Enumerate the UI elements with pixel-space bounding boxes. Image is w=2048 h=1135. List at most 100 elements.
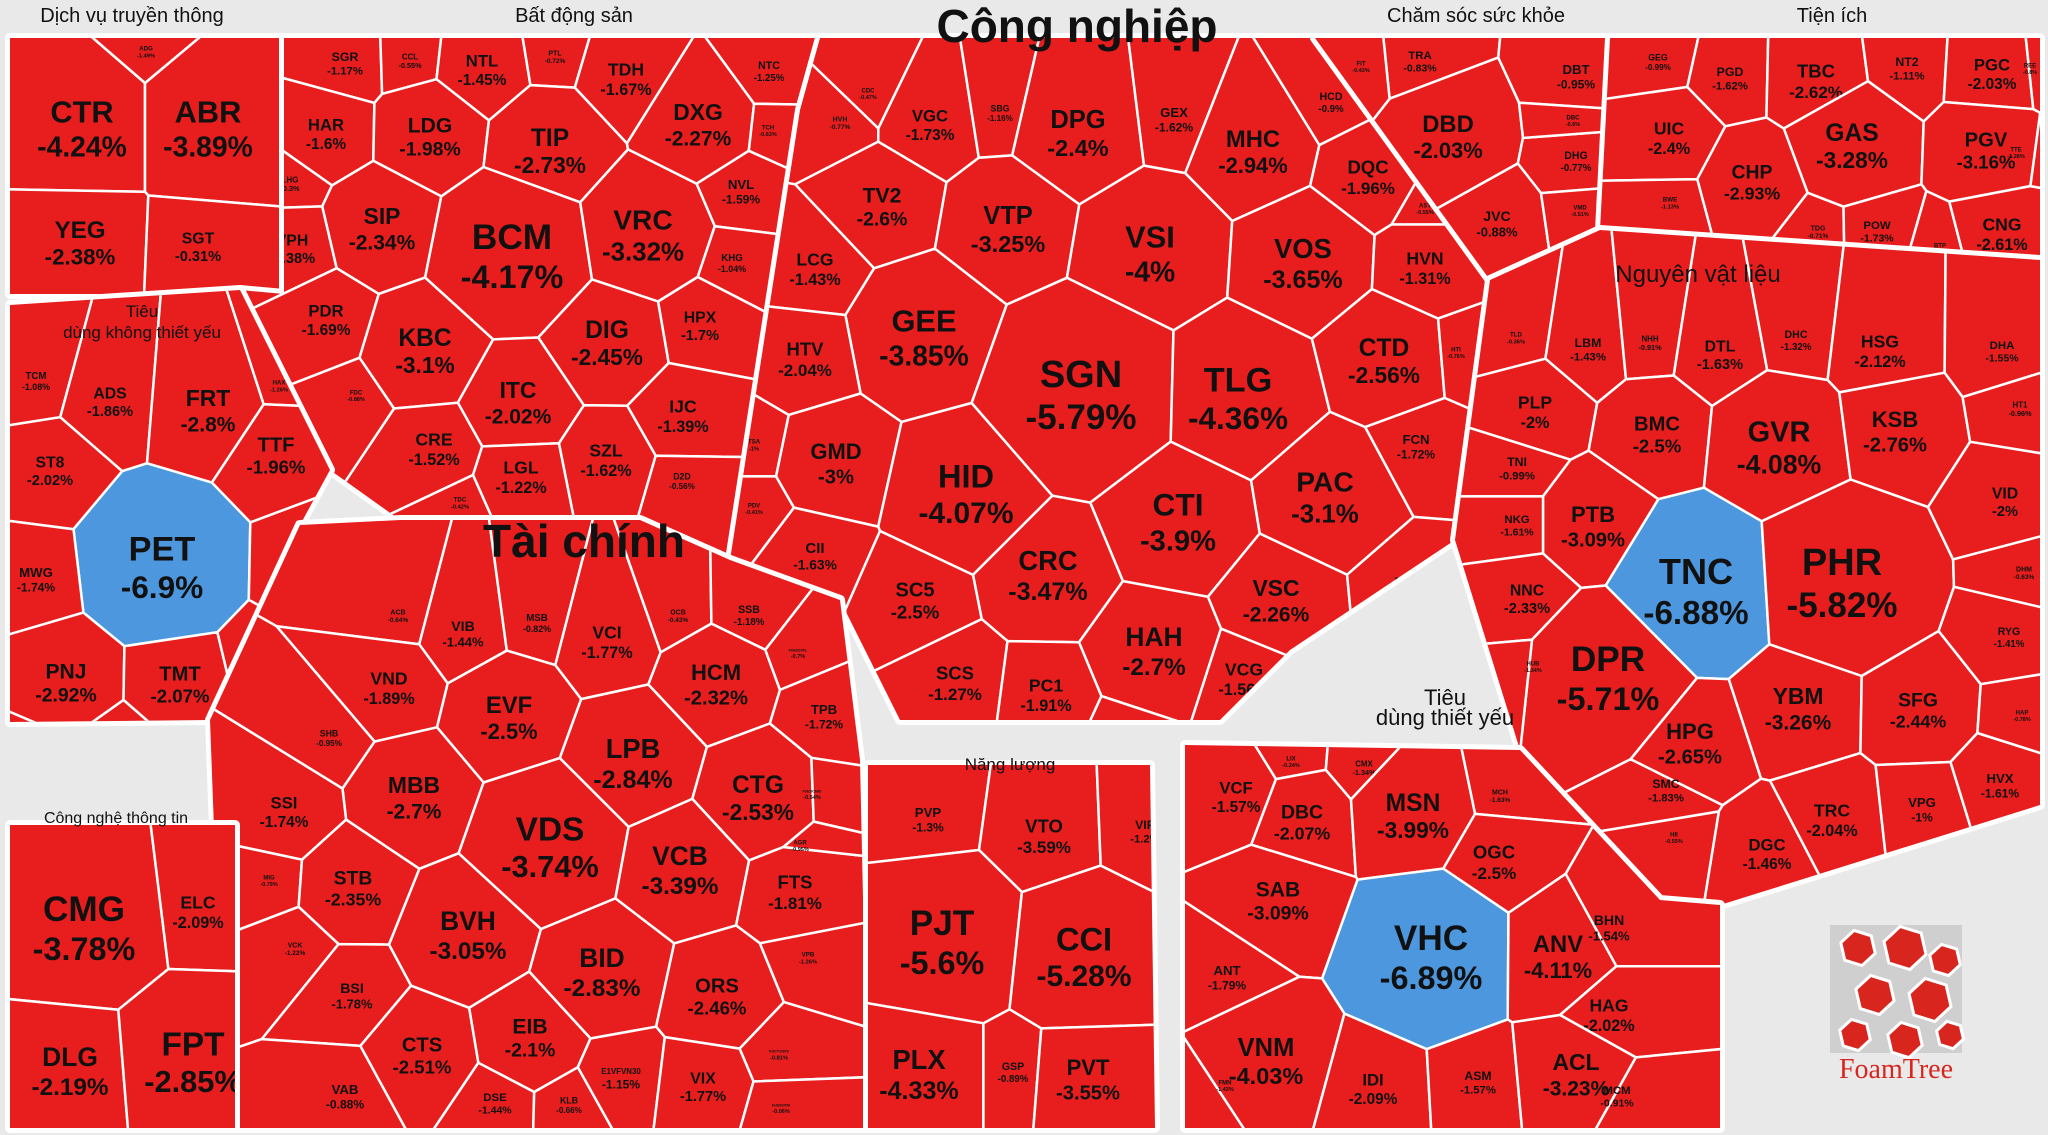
- cell-crc[interactable]: CRC-3.47%: [971, 494, 1125, 644]
- ticker-label: VIB: [451, 618, 475, 634]
- ticker-label: ORS: [695, 975, 739, 997]
- cell-dxg[interactable]: DXG-2.27%: [625, 33, 756, 185]
- cell-mwg[interactable]: MWG-1.74%: [5, 519, 85, 637]
- ticker-label: ADG: [139, 46, 153, 53]
- cell-ads[interactable]: ADS-1.86%: [58, 285, 163, 473]
- cell-dbc[interactable]: DBC-0.6%: [1517, 101, 1615, 140]
- cell-hhv[interactable]: HHV-0.8%: [1086, 694, 1191, 740]
- cell-drc[interactable]: DRC-1.9%: [84, 698, 156, 774]
- ticker-label: GSP: [1002, 1061, 1024, 1073]
- cell-hah[interactable]: HAH-2.7%: [1077, 579, 1223, 725]
- change-label: -2.84%: [593, 766, 673, 794]
- group-title: Tiêu: [1424, 685, 1466, 710]
- cell-tdh[interactable]: TDH-1.67%: [573, 33, 698, 145]
- cell-vos[interactable]: VOS-3.65%: [1225, 184, 1376, 340]
- cell-vhc[interactable]: VHC-6.89%: [1320, 867, 1510, 1051]
- cell-dlg[interactable]: DLG-2.19%: [5, 997, 130, 1133]
- cell-ybm[interactable]: YBM-3.26%: [1727, 643, 1863, 782]
- cell-vid[interactable]: VID-2%: [1926, 440, 2045, 561]
- cell-ldg[interactable]: LDG-1.98%: [372, 77, 491, 198]
- change-label: -0.66%: [556, 1106, 582, 1115]
- cell-shape: [1086, 694, 1191, 720]
- change-label: -1.74%: [260, 814, 309, 831]
- ticker-label: ASM: [1464, 1069, 1491, 1083]
- cell-ctg[interactable]: CTG-2.53%: [691, 722, 815, 862]
- cell-nt2[interactable]: NT2 -1.11%: [1860, 33, 1950, 123]
- cell-pnj[interactable]: PNJ-2.92%: [5, 611, 126, 727]
- cell-frt[interactable]: FRT-2.8%: [145, 285, 265, 484]
- cell-dpr[interactable]: DPR-5.71%: [1511, 584, 1699, 820]
- cell-vix[interactable]: VIX-1.77%: [651, 1035, 755, 1133]
- cell-fpt[interactable]: FPT-2.85%: [117, 967, 241, 1133]
- change-label: -2.02%: [27, 473, 73, 489]
- cell-nnc[interactable]: NNC-2.33%: [1450, 552, 1583, 649]
- cell-gvr[interactable]: GVR-4.08%: [1702, 368, 1852, 523]
- change-label: -1.49%: [137, 53, 155, 59]
- cell-sgt[interactable]: SGT-0.31%: [142, 194, 289, 300]
- group-6: TLD-0.36% LBM-1.43%NHH-0.91% DTL-1.63%DHC-…: [1450, 225, 2045, 910]
- cell-gee[interactable]: GEE-3.85%: [844, 247, 1008, 424]
- cell-fmn[interactable]: FMN-1.43%: [1180, 1031, 1248, 1133]
- cell-vtp[interactable]: VTP-3.25%: [933, 154, 1081, 306]
- cell-gdt[interactable]: GDT-0.51%: [5, 708, 50, 769]
- cell-pjt[interactable]: PJT-5.6%: [863, 848, 1024, 1025]
- cell-dgc[interactable]: DGC-1.46%: [1701, 777, 1839, 910]
- cell-tlg[interactable]: TLG-4.36%: [1169, 296, 1332, 482]
- cell-asm[interactable]: ASM -1.57%: [1425, 1018, 1524, 1133]
- cell-fuessv50[interactable]: FUESSV50-0.06%: [737, 1075, 873, 1133]
- cell-adg[interactable]: ADG-1.49%: [85, 33, 206, 85]
- cell-pvp[interactable]: PVP-1.3%: [863, 760, 993, 865]
- cell-vip[interactable]: VIP -1.2%: [1095, 760, 1161, 897]
- cell-cci[interactable]: CCI-5.28%: [1008, 864, 1161, 1030]
- cell-bcm[interactable]: BCM-4.17%: [423, 165, 594, 341]
- cell-kbc[interactable]: KBC-3.1%: [358, 276, 495, 410]
- cell-pgv[interactable]: PGV-3.16%: [1920, 100, 2040, 203]
- cell-cmg[interactable]: CMG-3.78%: [5, 820, 170, 1011]
- cell-klb[interactable]: KLB-0.66%: [531, 1066, 616, 1133]
- cell-cdc[interactable]: CDC-0.47%: [778, 33, 926, 130]
- cell-anv[interactable]: ANV-4.11%: [1506, 872, 1618, 1024]
- change-label: -1%: [749, 446, 759, 452]
- cell-hap[interactable]: HAP-0.78%: [1976, 672, 2045, 756]
- cell-pgc[interactable]: PGC-2.03%: [1942, 33, 2035, 111]
- cell-gsp[interactable]: GSP-0.89%: [982, 1008, 1043, 1133]
- cell-itc[interactable]: ITC-2.02%: [456, 336, 586, 448]
- cell-bmc[interactable]: BMC-2.5%: [1587, 374, 1714, 501]
- cell-elc[interactable]: ELC-2.09%: [148, 820, 240, 973]
- ticker-label: VCF: [1219, 779, 1252, 798]
- change-label: -3.47%: [1008, 578, 1088, 606]
- cell-dtl[interactable]: DTL-1.63%: [1672, 225, 1769, 408]
- group-7: ACB-0.64% VIB-1.44%MSB-0.82% VCI-1.77%OCB-…: [205, 515, 873, 1133]
- cell-tip[interactable]: TIP-2.73%: [482, 83, 630, 204]
- cell-tte[interactable]: TTE-1.28%: [2007, 111, 2045, 190]
- ticker-label: HSG: [1861, 332, 1899, 352]
- cell-hag[interactable]: HAG-2.02%: [1558, 964, 1725, 1059]
- cell-pvt[interactable]: PVT-3.55%: [1031, 1023, 1160, 1133]
- cell-hpg[interactable]: HPG-2.65%: [1629, 676, 1763, 807]
- cell-plx[interactable]: PLX-4.33%: [863, 1001, 985, 1133]
- cell-ntl[interactable]: NTL-1.45%: [435, 33, 532, 122]
- change-label: -4.11%: [1524, 958, 1592, 983]
- cell-dbc[interactable]: DBC-2.07%: [1249, 768, 1358, 879]
- ticker-label: FUCTVGF5: [769, 1050, 788, 1054]
- ticker-label: LDG: [408, 114, 453, 137]
- cell-acl[interactable]: ACL-3.23%: [1510, 1013, 1638, 1133]
- ticker-label: VIX: [690, 1071, 716, 1088]
- cell-yeg[interactable]: YEG-2.38%: [5, 188, 150, 299]
- change-label: -1.34%: [1352, 768, 1376, 777]
- change-label: -1.57%: [1460, 1085, 1496, 1097]
- cell-tpb[interactable]: TPB-1.72%: [768, 650, 873, 769]
- cell-ree[interactable]: REE-0.8%: [2023, 33, 2045, 115]
- cell-bvh[interactable]: BVH-3.05%: [387, 852, 543, 1010]
- cell-cts[interactable]: CTS-2.51%: [359, 984, 480, 1133]
- cell-agr[interactable]: AGR-0.95%: [782, 820, 873, 859]
- ticker-label: TNC: [1659, 551, 1733, 592]
- cell-pet[interactable]: PET-6.9%: [72, 462, 252, 648]
- ticker-label: PLP: [1518, 393, 1552, 413]
- cell-pgd[interactable]: PGD -1.62%: [1686, 33, 1770, 128]
- cell-ksb[interactable]: KSB-2.76%: [1838, 371, 1972, 509]
- cell-dse[interactable]: DSE-1.44%: [429, 1061, 536, 1133]
- cell-phr[interactable]: PHR-5.82%: [1760, 478, 1956, 678]
- change-label: -2.4%: [1648, 140, 1690, 158]
- cell-mcm[interactable]: MCM-0.91%: [1592, 1047, 1726, 1133]
